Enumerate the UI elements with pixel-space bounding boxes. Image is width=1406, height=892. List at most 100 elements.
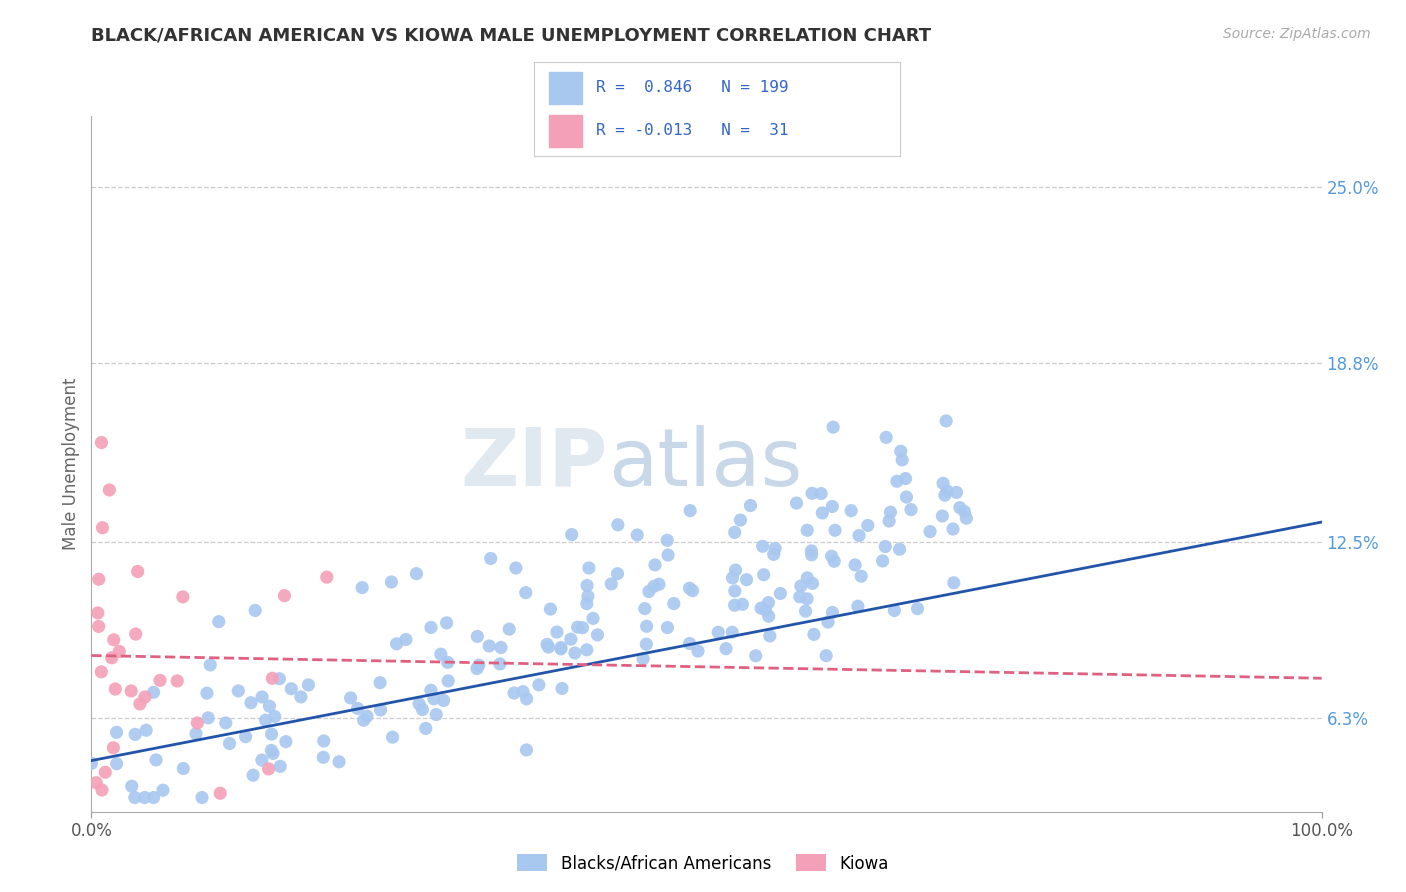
Point <box>721 571 744 585</box>
Point <box>578 561 600 575</box>
Point <box>260 743 283 757</box>
Point <box>763 541 786 556</box>
Point <box>262 671 284 685</box>
Point <box>209 786 232 800</box>
Point <box>730 513 752 527</box>
Point <box>479 551 502 566</box>
Point <box>280 681 302 696</box>
Point <box>749 601 772 615</box>
Point <box>769 586 792 600</box>
Point <box>931 508 953 523</box>
Point <box>465 629 488 643</box>
Point <box>644 558 666 572</box>
Point <box>575 643 598 657</box>
Point <box>600 577 623 591</box>
Point <box>724 584 747 599</box>
Point <box>550 641 572 656</box>
Point <box>839 504 862 518</box>
Point <box>537 640 560 654</box>
Point <box>437 673 460 688</box>
Point <box>586 628 609 642</box>
Point <box>465 662 488 676</box>
Point <box>786 496 808 510</box>
Point <box>124 790 146 805</box>
Text: atlas: atlas <box>607 425 803 503</box>
Point <box>411 702 433 716</box>
Point <box>94 765 117 780</box>
Point <box>226 684 249 698</box>
Point <box>949 500 972 515</box>
Point <box>875 540 897 554</box>
Point <box>436 656 458 670</box>
Point <box>208 615 231 629</box>
Point <box>124 727 146 741</box>
Point <box>811 506 834 520</box>
Point <box>172 762 194 776</box>
Point <box>657 533 679 548</box>
Point <box>468 658 491 673</box>
Point <box>875 430 897 444</box>
Point <box>634 601 657 615</box>
Point <box>191 790 214 805</box>
Point <box>752 567 775 582</box>
Point <box>339 690 361 705</box>
Point <box>84 775 107 789</box>
Point <box>269 672 291 686</box>
Point <box>415 722 437 736</box>
Point <box>149 673 172 688</box>
Point <box>515 585 537 599</box>
Point <box>723 599 745 613</box>
Point <box>800 548 823 562</box>
Point <box>907 601 929 615</box>
Point <box>606 566 628 581</box>
Point <box>820 549 842 564</box>
Point <box>575 597 598 611</box>
Point <box>551 681 574 696</box>
Point <box>419 683 441 698</box>
Point <box>242 768 264 782</box>
Point <box>643 579 665 593</box>
Point <box>848 528 870 542</box>
Point <box>395 632 418 647</box>
Point <box>370 703 392 717</box>
Point <box>108 644 131 658</box>
Point <box>152 783 174 797</box>
Point <box>103 817 125 831</box>
Point <box>90 783 112 797</box>
Point <box>762 548 785 562</box>
Point <box>759 629 782 643</box>
Point <box>801 486 824 500</box>
Point <box>886 475 908 489</box>
Point <box>346 701 368 715</box>
Point <box>127 565 149 579</box>
Point <box>823 554 845 568</box>
Point <box>883 603 905 617</box>
Point <box>877 514 900 528</box>
Point <box>810 486 832 500</box>
Point <box>218 737 240 751</box>
Point <box>679 503 702 517</box>
Point <box>505 561 527 575</box>
Point <box>796 591 818 606</box>
Point <box>87 619 110 633</box>
Point <box>186 715 208 730</box>
Point <box>368 675 391 690</box>
Point <box>794 604 817 618</box>
Point <box>527 678 550 692</box>
Point <box>98 483 121 497</box>
Point <box>215 715 238 730</box>
Point <box>503 686 526 700</box>
Point <box>714 641 737 656</box>
Point <box>891 453 914 467</box>
Point <box>353 713 375 727</box>
Point <box>195 686 218 700</box>
Point <box>935 414 957 428</box>
Point <box>408 697 430 711</box>
Point <box>184 727 207 741</box>
Point <box>540 602 562 616</box>
Point <box>515 743 537 757</box>
Point <box>636 619 658 633</box>
Point <box>567 620 589 634</box>
Point <box>796 523 818 537</box>
Point <box>125 627 148 641</box>
